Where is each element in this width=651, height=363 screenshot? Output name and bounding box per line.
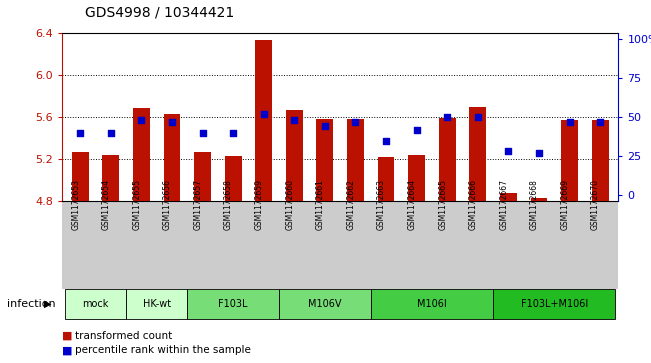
Text: mock: mock [82, 299, 109, 309]
Text: F103L+M106I: F103L+M106I [521, 299, 588, 309]
Point [289, 117, 299, 123]
Bar [561, 120, 578, 201]
Text: GSM1172664: GSM1172664 [408, 179, 417, 229]
Text: GSM1172669: GSM1172669 [561, 179, 570, 229]
Text: GSM1172661: GSM1172661 [316, 179, 325, 229]
Bar [72, 152, 89, 201]
Text: ▶: ▶ [44, 299, 51, 309]
Text: GSM1172654: GSM1172654 [102, 179, 111, 229]
Bar [286, 110, 303, 201]
Bar [439, 118, 456, 201]
Point [228, 130, 238, 136]
Point [350, 119, 361, 125]
Bar [255, 40, 272, 201]
Bar [163, 114, 180, 201]
Bar [316, 119, 333, 201]
Text: M106I: M106I [417, 299, 447, 309]
Text: GSM1172656: GSM1172656 [163, 179, 172, 229]
Point [564, 119, 575, 125]
Bar [102, 155, 119, 201]
Bar [347, 119, 364, 201]
Text: F103L: F103L [218, 299, 248, 309]
Point [136, 117, 146, 123]
Bar [194, 152, 211, 201]
Point [75, 130, 85, 136]
Text: GSM1172667: GSM1172667 [499, 179, 508, 229]
Point [503, 148, 514, 154]
Bar [133, 107, 150, 201]
Bar [378, 157, 395, 201]
Point [595, 119, 605, 125]
Bar [500, 193, 517, 201]
Bar [592, 120, 609, 201]
Text: GSM1172659: GSM1172659 [255, 179, 264, 229]
Text: GSM1172663: GSM1172663 [377, 179, 386, 229]
Text: transformed count: transformed count [75, 331, 172, 341]
Bar [531, 198, 547, 201]
Point [534, 150, 544, 156]
Point [411, 127, 422, 132]
Text: GSM1172655: GSM1172655 [132, 179, 141, 229]
Text: GSM1172658: GSM1172658 [224, 179, 233, 229]
Text: GSM1172670: GSM1172670 [591, 179, 600, 229]
Text: GSM1172662: GSM1172662 [346, 179, 355, 229]
Text: M106V: M106V [308, 299, 342, 309]
Bar [408, 155, 425, 201]
Text: ■: ■ [62, 345, 72, 355]
Text: GSM1172657: GSM1172657 [193, 179, 202, 229]
Point [258, 111, 269, 117]
Text: GSM1172653: GSM1172653 [71, 179, 80, 229]
Point [320, 123, 330, 129]
Bar [225, 156, 242, 201]
Point [473, 114, 483, 120]
Text: percentile rank within the sample: percentile rank within the sample [75, 345, 251, 355]
Point [442, 114, 452, 120]
Point [167, 119, 177, 125]
Text: GSM1172665: GSM1172665 [438, 179, 447, 229]
Point [105, 130, 116, 136]
Text: GSM1172668: GSM1172668 [530, 179, 539, 229]
Text: GDS4998 / 10344421: GDS4998 / 10344421 [85, 5, 234, 20]
Text: infection: infection [7, 299, 55, 309]
Text: GSM1172660: GSM1172660 [285, 179, 294, 229]
Point [381, 138, 391, 143]
Text: HK-wt: HK-wt [143, 299, 171, 309]
Bar [469, 106, 486, 201]
Point [197, 130, 208, 136]
Text: GSM1172666: GSM1172666 [469, 179, 478, 229]
Text: ■: ■ [62, 331, 72, 341]
